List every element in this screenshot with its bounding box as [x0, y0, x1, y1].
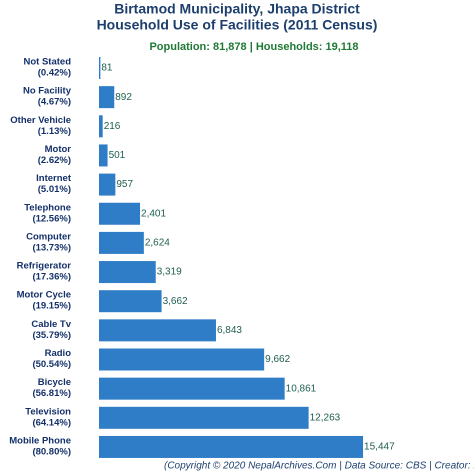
- chart-subtitle: Household Use of Facilities (2011 Census…: [97, 17, 378, 33]
- category-share: (56.81%): [32, 388, 71, 399]
- bar: [99, 115, 103, 138]
- category-share: (5.01%): [38, 184, 71, 195]
- value-label: 216: [104, 121, 121, 132]
- category-share: (17.36%): [32, 272, 71, 283]
- category-share: (80.80%): [32, 446, 71, 457]
- value-label: 3,319: [157, 267, 182, 278]
- value-label: 2,401: [141, 208, 166, 219]
- value-label: 81: [101, 63, 113, 74]
- category-label: Telephone: [24, 202, 71, 213]
- bar: [99, 202, 141, 225]
- category-label: Bicycle: [38, 377, 71, 388]
- summary: Population: 81,878 | Households: 19,118: [149, 41, 358, 53]
- category-share: (4.67%): [38, 97, 71, 108]
- category-share: (13.73%): [32, 242, 71, 253]
- value-label: 892: [115, 92, 132, 103]
- category-label: Television: [25, 406, 71, 417]
- category-label: Radio: [45, 348, 72, 359]
- category-label: No Facility: [23, 86, 72, 97]
- category-share: (64.14%): [32, 417, 71, 428]
- category-label: Mobile Phone: [9, 435, 71, 446]
- value-label: 2,624: [145, 238, 170, 249]
- value-label: 9,662: [265, 354, 290, 365]
- category-share: (50.54%): [32, 359, 71, 370]
- category-share: (12.56%): [32, 213, 71, 224]
- value-label: 15,447: [364, 442, 395, 453]
- category-share: (1.13%): [38, 126, 71, 137]
- bar: [99, 348, 265, 371]
- footer: (Copyright © 2020 NepalArchives.Com | Da…: [164, 461, 474, 472]
- bar: [99, 377, 285, 400]
- bar: [99, 261, 156, 284]
- bar: [99, 57, 101, 79]
- chart-title: Birtamod Municipality, Jhapa District: [114, 1, 360, 17]
- value-label: 10,861: [286, 383, 317, 394]
- value-label: 12,263: [310, 412, 341, 423]
- category-label: Computer: [26, 231, 71, 242]
- bar: [99, 290, 162, 313]
- bar: [99, 173, 116, 196]
- bar: [99, 231, 144, 254]
- bar: [99, 406, 309, 429]
- category-label: Cable Tv: [31, 319, 71, 330]
- category-label: Internet: [36, 173, 72, 184]
- bar: [99, 319, 216, 342]
- value-label: 6,843: [217, 325, 242, 336]
- value-label: 3,662: [163, 296, 188, 307]
- category-label: Not Stated: [24, 57, 72, 68]
- category-label: Other Vehicle: [10, 115, 71, 126]
- category-share: (0.42%): [38, 68, 71, 79]
- category-share: (35.79%): [32, 330, 71, 341]
- bar: [99, 144, 108, 167]
- bar: [99, 435, 364, 458]
- category-label: Motor Cycle: [17, 290, 71, 301]
- value-label: 501: [109, 150, 126, 161]
- category-label: Motor: [45, 144, 72, 155]
- value-label: 957: [116, 179, 133, 190]
- category-share: (2.62%): [38, 155, 71, 166]
- category-share: (19.15%): [32, 301, 71, 312]
- bar: [99, 86, 115, 109]
- category-label: Refrigerator: [17, 261, 72, 272]
